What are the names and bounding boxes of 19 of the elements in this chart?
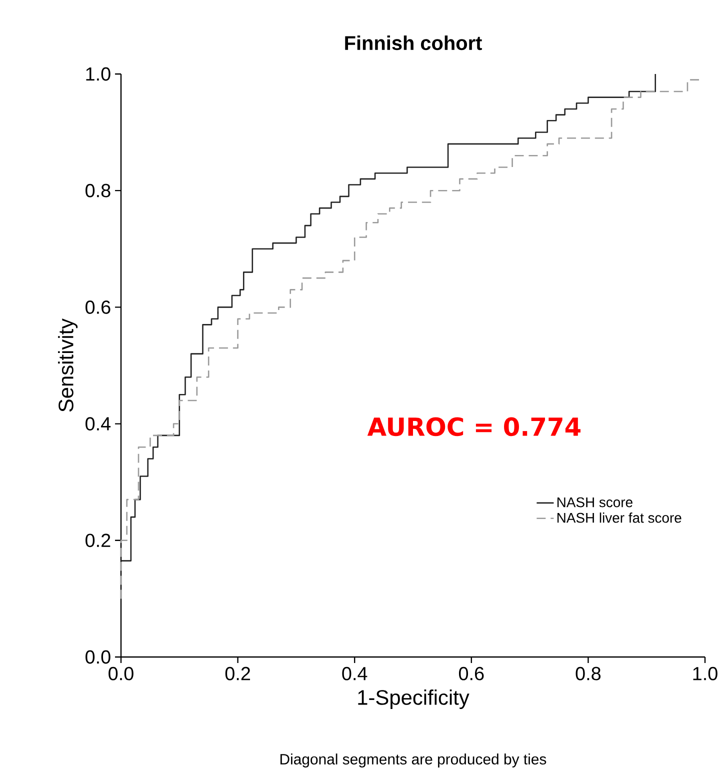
x-tick-label: 0.6 (458, 666, 484, 680)
legend-label: NASH liver fat score (557, 512, 682, 523)
x-tick-label: 1.0 (693, 666, 718, 680)
y-tick-label: 0.6 (86, 300, 110, 314)
annotation: AUROC = 0.774 (367, 417, 580, 436)
x-tick-label: 0.2 (225, 666, 250, 680)
y-axis-title: Sensitivity (58, 318, 78, 412)
y-tick-label: 1.0 (86, 67, 110, 81)
x-tick-label: 0.0 (108, 666, 134, 680)
y-tick-label: 0.2 (86, 534, 110, 548)
legend-label: NASH score (557, 497, 632, 508)
x-tick-label: 0.8 (576, 666, 601, 680)
text: Diagonal segments are produced by ties (280, 754, 546, 768)
x-axis-title: 1-Specificity (358, 690, 470, 710)
y-tick-label: 0.8 (86, 184, 110, 198)
x-tick-label: 0.4 (342, 666, 368, 680)
y-tick-label: 0.0 (86, 650, 110, 664)
y-tick-label: 0.4 (86, 417, 111, 430)
chart-title: Finnish cohort (345, 35, 482, 50)
